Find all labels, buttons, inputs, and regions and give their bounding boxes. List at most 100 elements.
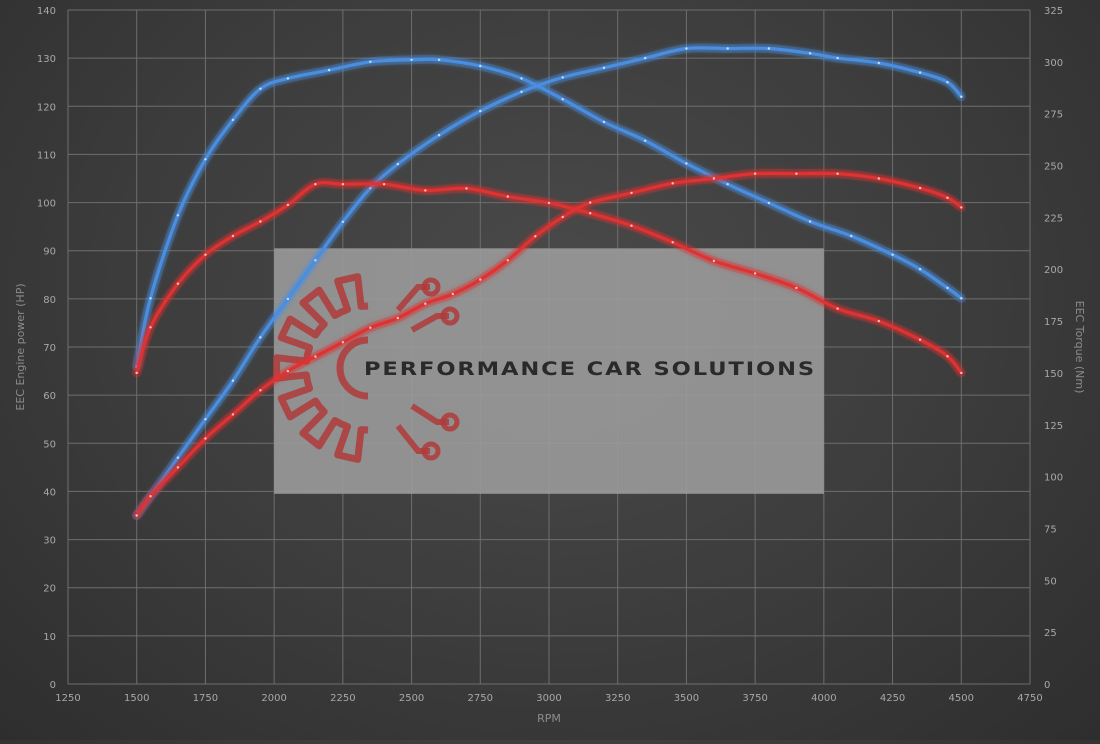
data-point (644, 56, 647, 60)
y-right-tick-label: 175 (1044, 317, 1063, 328)
data-point (451, 292, 454, 296)
data-point (259, 389, 262, 392)
y-right-tick-label: 75 (1044, 524, 1057, 535)
data-point (176, 214, 180, 217)
data-point (808, 220, 812, 223)
y-left-tick-label: 40 (43, 487, 56, 498)
circuit-node (440, 306, 460, 326)
y-left-tick-label: 90 (43, 247, 56, 258)
data-point (231, 413, 235, 416)
data-point (314, 355, 317, 358)
data-point (960, 95, 963, 98)
data-point (341, 341, 345, 344)
data-point (437, 58, 441, 61)
x-tick-label: 2750 (468, 693, 493, 704)
circuit-node (421, 277, 441, 297)
data-point (946, 196, 949, 199)
data-point (286, 297, 290, 301)
data-point (850, 234, 853, 238)
watermark-text: PERFORMANCE CAR SOLUTIONS (364, 358, 816, 380)
y-left-tick-label: 10 (43, 632, 56, 643)
data-point (204, 418, 207, 421)
data-point (135, 514, 138, 517)
series (132, 43, 966, 520)
y-left-tick-label: 0 (50, 680, 56, 691)
data-point (685, 47, 688, 50)
data-point (479, 278, 482, 281)
data-point (753, 272, 757, 275)
y-right-tick-label: 325 (1044, 6, 1063, 17)
y-right-tick-label: 150 (1044, 369, 1063, 380)
data-point (630, 191, 633, 195)
x-tick-label: 2000 (261, 693, 286, 704)
data-point (836, 56, 839, 60)
data-point (259, 87, 262, 91)
data-point (327, 68, 331, 72)
data-point (918, 186, 922, 190)
x-tick-label: 3250 (605, 693, 630, 704)
gear-hub (336, 336, 369, 400)
data-point (946, 355, 949, 358)
y-left-tick-label: 80 (43, 295, 56, 306)
data-point (149, 297, 152, 300)
data-point (286, 369, 290, 373)
x-tick-label: 2250 (330, 693, 355, 704)
x-tick-label: 1250 (55, 693, 80, 704)
y-left-tick-label: 140 (37, 6, 56, 17)
y-left-tick-label: 60 (43, 391, 56, 402)
data-point (437, 134, 441, 137)
data-point (204, 253, 207, 256)
y-right-tick-label: 100 (1044, 473, 1063, 484)
y-left-tick-label: 50 (43, 439, 56, 450)
data-point (369, 60, 372, 63)
y-left-tick-label: 20 (43, 584, 56, 595)
series-line (135, 46, 963, 518)
data-point (231, 234, 235, 238)
data-point (341, 183, 345, 186)
x-tick-label: 3000 (536, 693, 561, 704)
y-axis-right-title: EEC Torque (Nm) (1073, 301, 1086, 394)
data-point (836, 307, 839, 310)
data-point (396, 162, 399, 166)
watermark-band (274, 248, 824, 494)
data-point (946, 81, 949, 84)
data-point (176, 282, 180, 285)
data-point (135, 371, 138, 375)
data-point (602, 66, 606, 70)
gear-outline (273, 273, 369, 463)
data-point (286, 203, 290, 207)
y-right-tick-label: 0 (1044, 680, 1050, 691)
x-tick-label: 4250 (880, 693, 905, 704)
data-point (465, 187, 468, 190)
data-point (204, 437, 207, 440)
circuit-node (421, 441, 441, 461)
watermark: PERFORMANCE CAR SOLUTIONS (273, 248, 824, 494)
x-tick-label: 2500 (399, 693, 424, 704)
x-tick-label: 4000 (811, 693, 836, 704)
data-point (836, 172, 839, 175)
data-point (753, 172, 757, 175)
y-left-tick-label: 100 (37, 199, 56, 210)
data-point (685, 162, 688, 165)
data-point (644, 139, 647, 142)
data-point (767, 47, 771, 50)
data-point (960, 297, 963, 300)
data-point (960, 206, 963, 209)
data-point (712, 259, 716, 263)
data-point (314, 183, 317, 186)
y-left-tick-label: 130 (37, 54, 56, 65)
data-point (808, 52, 812, 55)
data-point (479, 109, 482, 113)
circuit-node (440, 412, 460, 432)
data-point (382, 183, 386, 186)
data-point (918, 338, 922, 341)
data-point (231, 379, 235, 382)
data-point (204, 158, 207, 161)
data-point (891, 253, 894, 256)
data-point (369, 186, 372, 190)
y-axis-left-title: EEC Engine power (HP) (14, 283, 27, 410)
y-right-tick-label: 200 (1044, 265, 1063, 276)
data-point (877, 177, 880, 180)
